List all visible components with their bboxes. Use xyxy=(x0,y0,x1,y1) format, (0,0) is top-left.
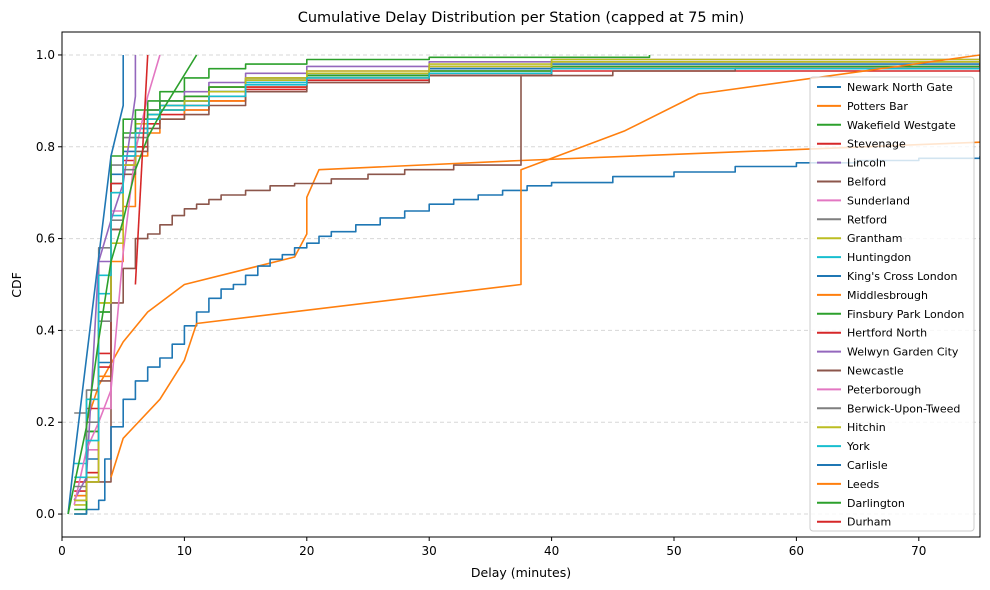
legend-label: Huntingdon xyxy=(847,251,911,264)
legend-label: Wakefield Westgate xyxy=(847,119,956,132)
legend-label: Middlesbrough xyxy=(847,289,928,302)
legend-label: Berwick-Upon-Tweed xyxy=(847,402,960,415)
y-tick-label: 1.0 xyxy=(36,48,55,62)
legend-label: Potters Bar xyxy=(847,100,908,113)
x-tick-label: 0 xyxy=(58,544,66,558)
y-axis: 0.0 0.2 0.4 0.6 0.8 1.0 xyxy=(36,48,62,521)
axes-frame xyxy=(61,31,981,538)
legend-label: Hertford North xyxy=(847,327,927,340)
x-tick-label: 40 xyxy=(544,544,559,558)
legend-label: Belford xyxy=(847,176,886,189)
legend-label: Welwyn Garden City xyxy=(847,346,959,359)
legend-label: King's Cross London xyxy=(847,270,957,283)
legend-label: Lincoln xyxy=(847,157,886,170)
chart-title: Cumulative Delay Distribution per Statio… xyxy=(298,10,745,26)
legend-label: Carlisle xyxy=(847,459,888,472)
legend-label: Stevenage xyxy=(847,138,906,151)
legend-label: Peterborough xyxy=(847,383,921,396)
y-tick-label: 0.0 xyxy=(36,507,55,521)
legend-label: Newark North Gate xyxy=(847,81,953,94)
legend-label: York xyxy=(846,440,871,453)
series-line-carlisle xyxy=(67,55,124,515)
x-tick-label: 20 xyxy=(299,544,314,558)
legend-label: Darlington xyxy=(847,497,905,510)
series-line-belford xyxy=(86,66,980,483)
x-tick-label: 60 xyxy=(789,544,804,558)
x-tick-label: 70 xyxy=(911,544,926,558)
legend-label: Durham xyxy=(847,516,891,529)
legend-label: Finsbury Park London xyxy=(847,308,964,321)
y-tick-label: 0.4 xyxy=(36,323,55,337)
plot-area xyxy=(67,54,980,515)
legend-label: Newcastle xyxy=(847,365,904,378)
series-line-york xyxy=(74,66,980,479)
legend: Newark North Gate Potters Bar Wakefield We… xyxy=(809,76,975,532)
series-line-welwyn-garden-city xyxy=(73,55,137,501)
legend-label: Grantham xyxy=(847,232,903,245)
y-tick-label: 0.8 xyxy=(36,140,55,154)
legend-label: Retford xyxy=(847,213,887,226)
x-axis: 0 10 20 30 40 50 60 70 xyxy=(58,537,926,558)
legend-label: Leeds xyxy=(847,478,879,491)
legend-label: Hitchin xyxy=(847,421,886,434)
series-line-durham xyxy=(134,54,149,285)
x-tick-label: 50 xyxy=(666,544,681,558)
x-axis-label: Delay (minutes) xyxy=(471,565,571,580)
x-tick-label: 30 xyxy=(422,544,437,558)
series-line-leeds xyxy=(110,54,980,478)
y-tick-label: 0.6 xyxy=(36,232,55,246)
y-axis-label: CDF xyxy=(9,272,24,298)
series-line-king-s-cross-london xyxy=(74,156,980,515)
y-tick-label: 0.2 xyxy=(36,415,55,429)
legend-label: Sunderland xyxy=(847,194,910,207)
series-line-potters-bar xyxy=(85,141,980,423)
series-line-darlington xyxy=(67,54,198,515)
x-tick-label: 10 xyxy=(177,544,192,558)
